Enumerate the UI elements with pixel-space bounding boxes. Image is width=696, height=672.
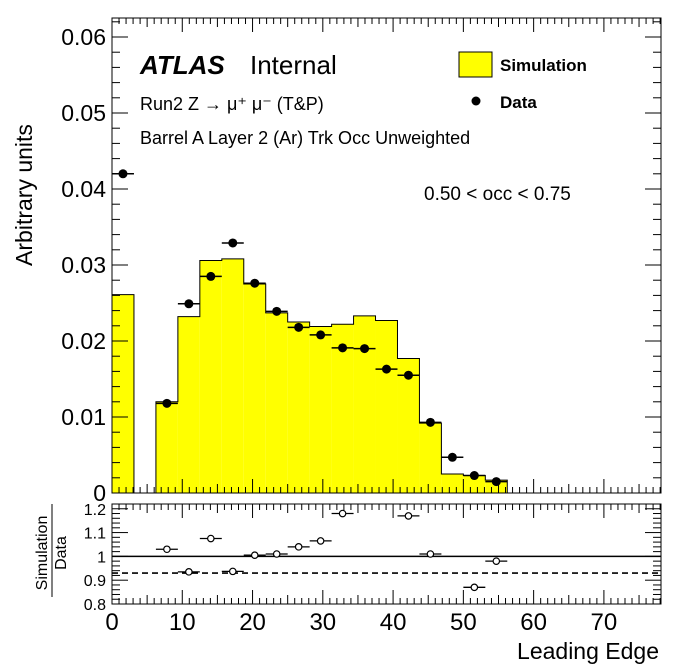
sim-outline (111, 258, 508, 494)
ratio-point (228, 567, 237, 576)
ratio-y-title-top: Simulation (34, 516, 51, 591)
sim-bar (309, 326, 332, 493)
data-point (338, 343, 348, 353)
sim-bar (375, 320, 398, 493)
sim-bar (441, 474, 464, 493)
data-point (206, 271, 216, 281)
data-point (162, 398, 172, 408)
ratio-y-tick-label: 0.9 (84, 573, 106, 590)
y-tick-label: 0.06 (61, 24, 106, 50)
ratio-y-tick-label: 1.1 (84, 526, 106, 543)
y-tick-label: 0.01 (61, 404, 106, 430)
y-tick-label: 0.04 (61, 176, 106, 202)
legend-simulation-swatch (458, 51, 493, 78)
data-point (250, 278, 260, 288)
occupancy-label: 0.50 < occ < 0.75 (424, 184, 571, 205)
x-tick-label: 60 (520, 609, 547, 636)
ratio-points (155, 509, 508, 592)
atlas-label: ATLAS (139, 50, 225, 80)
data-point (118, 169, 128, 179)
internal-label: Internal (250, 50, 337, 80)
data-point (447, 452, 457, 462)
sim-bar (331, 324, 354, 493)
data-point (184, 299, 194, 309)
sim-bar (397, 358, 420, 493)
x-tick-label: 20 (239, 609, 266, 636)
y-tick-label: 0.05 (61, 100, 106, 126)
data-point (272, 306, 282, 316)
y-tick-label: 0.03 (61, 252, 106, 278)
x-tick-label: 70 (591, 609, 618, 636)
data-point (294, 322, 304, 332)
legend-data-marker (471, 96, 481, 106)
data-point (382, 364, 391, 374)
legend-data-label: Data (500, 93, 537, 112)
top-axis-ticks: 0 0.01 0.02 0.03 0.04 0.05 0.06 (61, 18, 661, 506)
ratio-point (316, 537, 325, 545)
ratio-point (250, 551, 259, 559)
ratio-point (404, 512, 413, 520)
ratio-y-title-bottom: Data (53, 536, 70, 570)
sim-bar (353, 315, 376, 493)
legend-simulation-label: Simulation (500, 56, 587, 75)
data-point (360, 344, 370, 354)
data-point (491, 477, 501, 487)
sim-bar (243, 284, 266, 493)
x-tick-label: 50 (450, 609, 477, 636)
simulation-histogram (111, 258, 508, 494)
x-tick-label: 0 (105, 609, 118, 636)
sim-bar (485, 480, 508, 493)
ratio-y-tick-label: 1 (97, 549, 106, 566)
sim-bar (265, 312, 288, 493)
data-point (403, 370, 413, 380)
data-point (228, 238, 238, 248)
x-tick-label: 30 (309, 609, 336, 636)
sim-bar (155, 401, 178, 493)
x-tick-label: 40 (380, 609, 407, 636)
ratio-point (426, 550, 435, 558)
x-tick-label: 10 (169, 609, 196, 636)
y-tick-label: 0 (93, 480, 106, 506)
process-label: Run2 Z → μ⁺ μ⁻ (T&P) (140, 94, 324, 114)
ratio-point (163, 545, 171, 554)
ratio-point (294, 543, 303, 551)
ratio-point (470, 583, 479, 592)
ratio-frame (111, 503, 662, 605)
y-tick-label: 0.02 (61, 328, 106, 354)
sim-bar (419, 423, 442, 493)
data-point (316, 330, 326, 340)
sim-bar (199, 260, 222, 493)
data-point (469, 471, 479, 481)
ratio-point (272, 550, 281, 558)
ratio-point (338, 509, 347, 518)
data-point (425, 417, 435, 427)
sim-bar (221, 258, 244, 493)
ratio-reference-lines (112, 555, 661, 574)
sim-bar (287, 322, 310, 493)
sim-bar (112, 294, 134, 493)
y-axis-title: Arbitrary units (11, 124, 37, 266)
data-points (112, 169, 508, 487)
x-axis-title: Leading Edge (517, 638, 659, 664)
ratio-point (185, 568, 193, 576)
ratio-point (492, 557, 501, 565)
sim-bar (463, 475, 486, 493)
sim-bar (177, 316, 200, 493)
ratio-y-tick-label: 0.8 (84, 597, 106, 614)
ratio-point (207, 534, 215, 543)
ratio-axis-ticks: 0.8 0.9 1 1.1 1.2 0 10 20 30 40 50 60 70 (84, 502, 661, 636)
ratio-y-tick-label: 1.2 (84, 502, 106, 519)
region-label: Barrel A Layer 2 (Ar) Trk Occ Unweighted (140, 128, 470, 148)
